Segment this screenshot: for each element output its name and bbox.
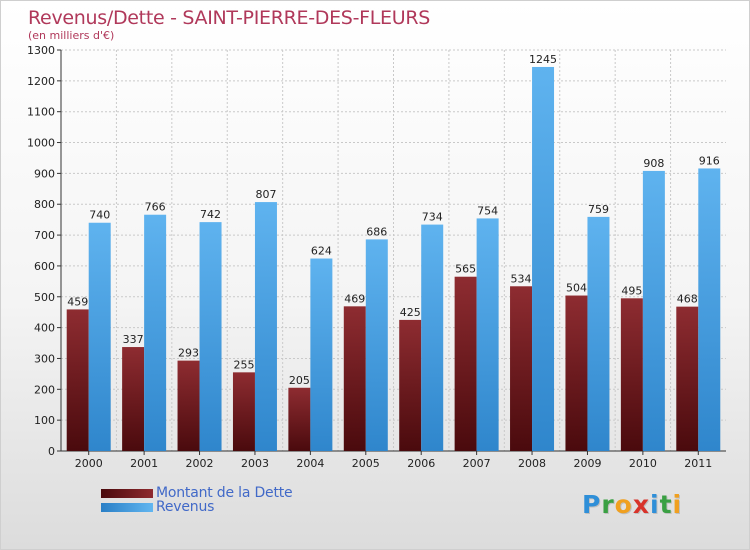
revenue-value-label: 807 — [255, 188, 276, 201]
logo-letter: x — [632, 490, 650, 519]
revenue-bar — [642, 170, 665, 451]
x-tick-label: 2010 — [629, 457, 657, 470]
y-tick-label: 800 — [34, 198, 55, 211]
proxiti-logo: Proxiti — [582, 490, 682, 519]
legend-swatch-debt — [101, 489, 153, 498]
revenue-bar — [199, 222, 222, 451]
x-tick-label: 2009 — [573, 457, 601, 470]
y-tick-label: 0 — [48, 445, 55, 458]
value-labels: 459 740 337 766 293 742 255 807 205 624 469 686 425 7… — [67, 53, 720, 387]
revenue-value-label: 686 — [366, 225, 387, 238]
x-tick-label: 2007 — [463, 457, 491, 470]
x-tick-label: 2002 — [186, 457, 214, 470]
chart-subtitle: (en milliers d'€) — [28, 29, 115, 42]
axes: 0 100 200 300 400 500 600 700 800 900 1000 1100 1200… — [27, 44, 726, 470]
debt-value-label: 495 — [621, 284, 642, 297]
revenue-value-label: 759 — [588, 203, 609, 216]
bars — [66, 66, 721, 452]
revenue-value-label: 624 — [311, 245, 332, 258]
debt-value-label: 565 — [455, 263, 476, 276]
y-tick-label: 100 — [34, 414, 55, 427]
x-tick-label: 2000 — [75, 457, 103, 470]
y-tick-label: 1300 — [27, 44, 55, 57]
debt-bar — [288, 387, 311, 451]
x-tick-label: 2006 — [407, 457, 435, 470]
y-tick-label: 500 — [34, 291, 55, 304]
revenue-bar — [144, 214, 167, 451]
legend-label-revenue: Revenus — [156, 499, 215, 515]
revenue-value-label: 734 — [422, 211, 443, 224]
debt-bar — [620, 298, 643, 451]
revenue-bar — [88, 222, 111, 451]
revenue-bar — [254, 202, 277, 451]
legend-label-debt: Montant de la Dette — [156, 485, 293, 501]
logo-letter: i — [672, 490, 683, 519]
x-tick-label: 2003 — [241, 457, 269, 470]
debt-bar — [177, 360, 200, 451]
debt-bar — [565, 295, 588, 451]
debt-value-label: 255 — [233, 358, 254, 371]
debt-value-label: 504 — [566, 282, 587, 295]
gridlines — [61, 49, 726, 451]
debt-value-label: 293 — [178, 347, 199, 360]
y-tick-label: 1000 — [27, 137, 55, 150]
legend-swatch-revenue — [101, 503, 153, 512]
debt-bar — [232, 372, 255, 451]
y-tick-label: 700 — [34, 229, 55, 242]
revenue-value-label: 1245 — [529, 53, 557, 66]
x-tick-label: 2008 — [518, 457, 546, 470]
logo-letter: P — [582, 490, 602, 519]
revenue-bar — [698, 168, 721, 452]
debt-bar — [122, 347, 145, 451]
debt-value-label: 469 — [344, 292, 365, 305]
logo-letter: t — [659, 490, 673, 519]
y-tick-label: 300 — [34, 352, 55, 365]
debt-value-label: 459 — [67, 295, 88, 308]
x-tick-label: 2005 — [352, 457, 380, 470]
logo-letter: i — [650, 490, 660, 519]
y-tick-label: 1100 — [27, 106, 55, 119]
revenue-bar — [476, 218, 499, 451]
revenue-value-label: 742 — [200, 208, 221, 221]
x-tick-label: 2004 — [296, 457, 324, 470]
revenue-bar — [365, 239, 388, 451]
revenue-value-label: 754 — [477, 204, 498, 217]
revenue-bar — [532, 66, 555, 451]
debt-value-label: 534 — [511, 272, 532, 285]
debt-bar — [510, 286, 533, 451]
debt-value-label: 425 — [400, 306, 421, 319]
y-tick-label: 1200 — [27, 75, 55, 88]
x-tick-label: 2011 — [684, 457, 712, 470]
debt-value-label: 205 — [289, 374, 310, 387]
y-tick-label: 900 — [34, 167, 55, 180]
debt-bar — [454, 276, 477, 451]
y-tick-label: 600 — [34, 260, 55, 273]
y-tick-label: 400 — [34, 322, 55, 335]
revenue-value-label: 908 — [643, 157, 664, 170]
revenue-bar — [310, 258, 333, 451]
debt-bar — [343, 306, 366, 451]
debt-bar — [66, 309, 89, 451]
revenue-value-label: 740 — [89, 209, 110, 222]
debt-bar — [676, 306, 699, 451]
logo-letter: r — [601, 490, 615, 519]
x-tick-label: 2001 — [130, 457, 158, 470]
chart-title: Revenus/Dette - SAINT-PIERRE-DES-FLEURS — [28, 7, 431, 29]
debt-bar — [399, 319, 422, 451]
revenue-bar — [421, 224, 444, 451]
logo-letter: o — [614, 490, 633, 519]
debt-value-label: 468 — [677, 293, 698, 306]
revenue-value-label: 916 — [699, 154, 720, 167]
y-tick-label: 200 — [34, 383, 55, 396]
debt-value-label: 337 — [123, 333, 144, 346]
revenue-bar — [587, 216, 610, 451]
revenue-value-label: 766 — [145, 201, 166, 214]
